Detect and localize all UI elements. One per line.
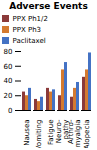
svg-text:80: 80 [4, 48, 13, 56]
svg-text:Nausea: Nausea [23, 120, 31, 146]
svg-text:0: 0 [8, 107, 12, 115]
svg-text:Vomiting: Vomiting [35, 120, 43, 149]
svg-text:60: 60 [4, 62, 13, 70]
svg-text:Fatigue: Fatigue [47, 120, 55, 146]
svg-text:20: 20 [4, 92, 13, 100]
svg-text:Arthro-myalgia: Arthro-myalgia [67, 119, 82, 147]
svg-text:Alopecia: Alopecia [83, 120, 91, 149]
svg-text:40: 40 [4, 77, 13, 85]
